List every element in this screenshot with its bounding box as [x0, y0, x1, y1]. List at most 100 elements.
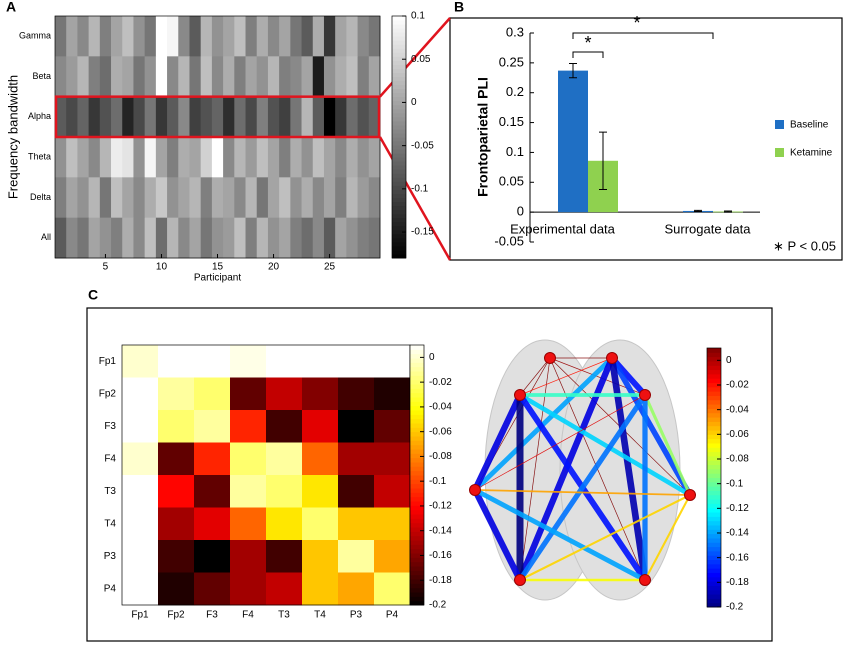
colorbar-step: [410, 362, 424, 368]
colorbar-step: [410, 384, 424, 389]
y-tick-label: T4: [104, 518, 116, 529]
colorbar-step: [410, 514, 424, 519]
heat-cell: [122, 137, 134, 178]
x-tick-label: P3: [350, 610, 363, 621]
colorbar-step: [392, 108, 406, 114]
colorbar-step: [392, 157, 406, 162]
heat-cell: [368, 96, 381, 138]
heat-cell: [346, 56, 358, 98]
heat-cell: [99, 56, 112, 98]
colorbar-step: [392, 76, 406, 82]
colorbar-step: [707, 369, 721, 375]
colorbar-step: [410, 522, 424, 528]
heat-cell: [167, 217, 179, 259]
heat-cell: [256, 217, 269, 259]
colorbar-step: [410, 375, 424, 381]
x-axis-label: Participant: [194, 273, 241, 284]
heat-cell: [335, 177, 347, 219]
y-tick-label: 0.05: [499, 174, 524, 189]
heat-cell: [301, 177, 314, 219]
colorbar-step: [410, 488, 424, 493]
edge: [643, 393, 692, 497]
heat-cell: [256, 96, 269, 138]
y-tick-label: Delta: [30, 192, 51, 202]
x-tick-label: Fp2: [167, 610, 185, 621]
heat-cell: [111, 217, 123, 259]
colorbar-step: [410, 596, 424, 602]
error-bar: [694, 209, 702, 213]
electrode: [544, 352, 556, 364]
heat-cell: [302, 572, 339, 606]
colorbar-tick-label: -0.06: [429, 426, 452, 437]
heat-cell: [368, 137, 381, 178]
colorbar-step: [410, 453, 424, 459]
y-tick-label: 0.2: [506, 84, 524, 99]
colorbar-tick-label: -0.12: [726, 503, 749, 514]
colorbar-step: [392, 241, 406, 247]
heat-cell: [155, 56, 168, 98]
heat-cell: [374, 345, 411, 378]
colorbar-step: [392, 104, 406, 110]
y-tick-label: T3: [104, 486, 116, 497]
x-tick-label: 25: [324, 262, 336, 273]
colorbar-step: [392, 205, 406, 211]
heat-cell: [66, 96, 78, 138]
colorbar-step: [392, 116, 406, 122]
y-axis-label: Frontoparietal PLI: [475, 77, 491, 197]
heat-cell: [122, 16, 134, 57]
x-tick-label: F3: [206, 610, 218, 621]
heat-cell: [230, 540, 267, 573]
colorbar-step: [392, 253, 406, 259]
heat-cell: [200, 56, 213, 98]
heat-cell: [302, 377, 339, 411]
heat-cell: [144, 56, 157, 98]
heat-cell: [158, 377, 195, 411]
heat-cell: [374, 540, 411, 573]
heat-cell: [111, 96, 123, 138]
heat-cell: [302, 442, 339, 476]
colorbar-step: [410, 457, 424, 463]
colorbar-step: [392, 237, 406, 243]
heat-cell: [267, 217, 280, 259]
bar: [558, 70, 588, 213]
colorbar-step: [410, 553, 424, 558]
colorbar-tick-label: 0.05: [411, 54, 431, 65]
colorbar-tick-label: -0.2: [429, 600, 447, 611]
heat-cell: [88, 137, 101, 178]
heat-cell: [267, 56, 280, 98]
heat-cell: [178, 56, 190, 98]
heat-cell: [55, 56, 67, 98]
colorbar-step: [410, 371, 424, 376]
heat-cell: [323, 56, 336, 98]
colorbar-step: [410, 414, 424, 420]
heat-cell: [279, 177, 291, 219]
colorbar-step: [410, 410, 424, 415]
heat-cell: [189, 16, 202, 57]
heat-cell: [374, 507, 411, 541]
colorbar-step: [707, 598, 721, 604]
colorbar-step: [392, 153, 406, 158]
legend-swatch: [775, 148, 784, 157]
heat-cell: [223, 16, 235, 57]
heat-cell: [55, 16, 67, 57]
colorbar-step: [410, 345, 424, 350]
heat-cell: [357, 16, 370, 57]
heat-cell: [133, 56, 146, 98]
sig-star: *: [633, 13, 640, 33]
heat-cell: [230, 377, 267, 411]
colorbar-step: [707, 352, 721, 358]
y-tick-label: 0: [517, 204, 524, 219]
heat-cell: [234, 56, 246, 98]
heat-cell: [323, 96, 336, 138]
colorbar-step: [410, 544, 424, 550]
y-tick-label: 0.25: [499, 54, 524, 69]
electrode: [639, 574, 651, 586]
colorbar-step: [707, 581, 721, 586]
heat-cell: [66, 217, 78, 259]
heat-cell: [338, 377, 375, 411]
heat-cell: [230, 475, 267, 508]
heat-cell: [200, 16, 213, 57]
colorbar-frame: [391, 15, 407, 259]
heat-cell: [266, 572, 303, 606]
heat-cell: [223, 217, 235, 259]
